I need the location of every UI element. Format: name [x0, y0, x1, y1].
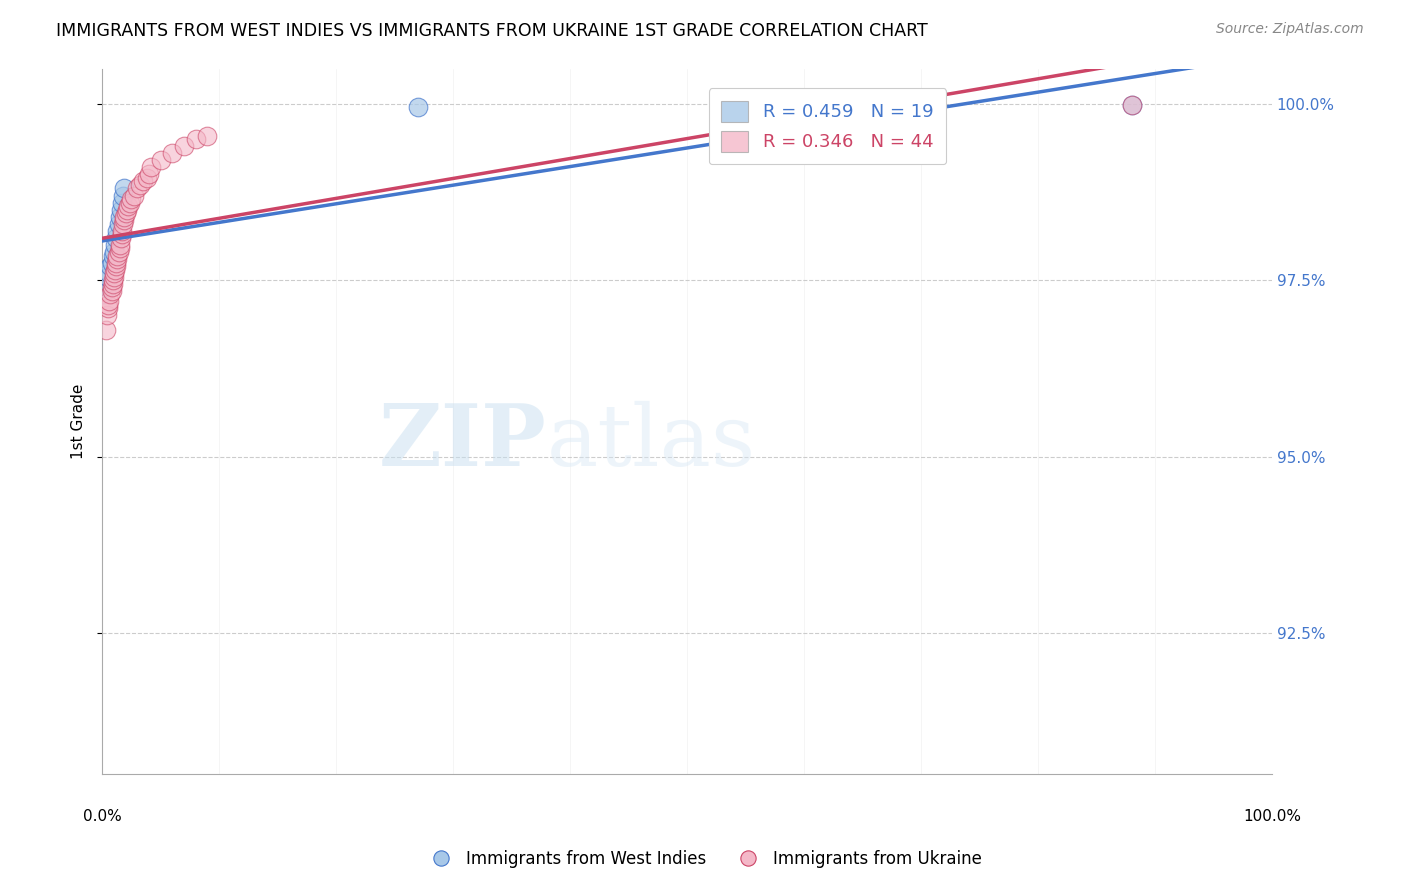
- Point: [135, 170, 157, 185]
- Point: [149, 153, 172, 168]
- Point: [96, 309, 118, 323]
- Text: Source: ZipAtlas.com: Source: ZipAtlas.com: [1216, 22, 1364, 37]
- Point: [107, 252, 129, 266]
- Legend: Immigrants from West Indies, Immigrants from Ukraine: Immigrants from West Indies, Immigrants …: [418, 844, 988, 875]
- Point: [117, 199, 139, 213]
- Y-axis label: 1st Grade: 1st Grade: [72, 384, 86, 459]
- Point: [111, 195, 134, 210]
- Point: [96, 280, 118, 294]
- Point: [132, 174, 155, 188]
- Point: [1121, 98, 1143, 112]
- Text: atlas: atlas: [547, 401, 756, 484]
- Point: [107, 217, 129, 231]
- Point: [107, 248, 129, 262]
- Point: [110, 202, 132, 217]
- Point: [97, 269, 120, 284]
- Point: [114, 210, 136, 224]
- Point: [114, 181, 136, 195]
- Point: [162, 146, 184, 161]
- Point: [127, 181, 149, 195]
- Point: [94, 323, 117, 337]
- Point: [112, 217, 135, 231]
- Point: [138, 167, 160, 181]
- Point: [173, 139, 195, 153]
- Point: [105, 255, 128, 269]
- Point: [107, 224, 129, 238]
- Point: [184, 132, 207, 146]
- Point: [101, 277, 124, 291]
- Point: [108, 238, 131, 252]
- Point: [120, 192, 142, 206]
- Point: [104, 262, 127, 277]
- Point: [103, 244, 125, 259]
- Point: [108, 242, 131, 256]
- Point: [111, 227, 134, 242]
- Point: [105, 259, 128, 273]
- Point: [100, 287, 122, 301]
- Point: [107, 244, 129, 259]
- Legend: R = 0.459   N = 19, R = 0.346   N = 44: R = 0.459 N = 19, R = 0.346 N = 44: [709, 88, 946, 164]
- Point: [114, 213, 136, 227]
- Point: [103, 269, 125, 284]
- Point: [104, 238, 127, 252]
- Point: [100, 284, 122, 298]
- Point: [197, 128, 219, 143]
- Point: [101, 273, 124, 287]
- Point: [98, 266, 121, 280]
- Point: [115, 202, 138, 217]
- Text: ZIP: ZIP: [380, 401, 547, 484]
- Point: [141, 161, 163, 175]
- Point: [100, 259, 122, 273]
- Point: [101, 248, 124, 262]
- Point: [108, 210, 131, 224]
- Text: 100.0%: 100.0%: [1243, 809, 1301, 824]
- Point: [98, 294, 121, 309]
- Point: [122, 188, 145, 202]
- Point: [120, 195, 142, 210]
- Point: [128, 178, 150, 192]
- Point: [100, 255, 122, 269]
- Point: [114, 206, 136, 220]
- Point: [105, 231, 128, 245]
- Point: [97, 301, 120, 316]
- Text: IMMIGRANTS FROM WEST INDIES VS IMMIGRANTS FROM UKRAINE 1ST GRADE CORRELATION CHA: IMMIGRANTS FROM WEST INDIES VS IMMIGRANT…: [56, 22, 928, 40]
- Text: 0.0%: 0.0%: [83, 809, 121, 824]
- Point: [93, 287, 115, 301]
- Point: [111, 224, 134, 238]
- Point: [103, 266, 125, 280]
- Point: [97, 298, 120, 312]
- Point: [100, 280, 122, 294]
- Point: [110, 231, 132, 245]
- Point: [1121, 98, 1143, 112]
- Point: [112, 188, 135, 202]
- Point: [406, 100, 429, 114]
